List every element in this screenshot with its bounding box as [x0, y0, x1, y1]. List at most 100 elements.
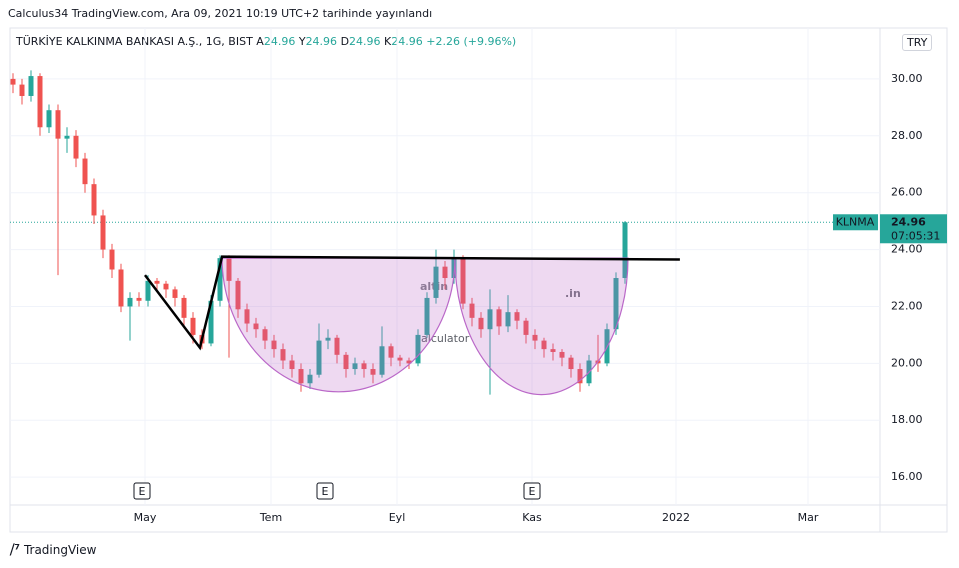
- candle-body: [505, 312, 511, 327]
- ohlc-label: Y: [298, 35, 306, 48]
- candle-body: [217, 258, 223, 301]
- candle-body: [28, 76, 34, 96]
- event-box: [133, 482, 151, 500]
- watermark: .in: [565, 287, 581, 300]
- ohlc-value: 24.96: [305, 35, 338, 48]
- candle-body: [343, 354, 349, 370]
- x-tick-label: May: [134, 511, 157, 524]
- y-tick-label: 24.00: [891, 243, 923, 256]
- candle-body: [127, 297, 133, 307]
- candle-body: [550, 349, 556, 352]
- candle-body: [334, 337, 340, 355]
- change: +2.26 (+9.96%): [426, 35, 517, 48]
- event-box: [523, 482, 541, 500]
- candle-body: [100, 215, 106, 250]
- ohlc-label: A: [256, 35, 264, 48]
- candle-body: [361, 363, 367, 370]
- candle-body: [226, 258, 232, 281]
- ticker-box: [833, 214, 878, 231]
- y-tick-label: 28.00: [891, 129, 923, 142]
- candle-body: [307, 374, 313, 384]
- candle-body: [262, 329, 268, 341]
- cup: [221, 257, 456, 393]
- candle-body: [10, 78, 16, 85]
- candle-body: [496, 309, 502, 327]
- candle-body: [415, 334, 421, 364]
- candle-body: [82, 158, 88, 185]
- candle-body: [55, 110, 61, 139]
- candle-body: [46, 110, 52, 128]
- ticker: KLNMA: [836, 215, 875, 228]
- candle-body: [388, 346, 394, 358]
- y-tick-label: 30.00: [891, 72, 923, 85]
- ohlc-label: D: [340, 35, 350, 48]
- candle-body: [433, 266, 439, 298]
- last-price: 24.96: [891, 215, 926, 228]
- footer: ⧸⁷ TradingView: [10, 543, 97, 558]
- trendline: [144, 255, 680, 351]
- event-box: [316, 482, 334, 500]
- candle-body: [613, 278, 619, 330]
- candle-body: [136, 297, 142, 301]
- x-tick-label: Tem: [259, 511, 282, 524]
- candle-body: [235, 280, 241, 310]
- candle-body: [181, 297, 187, 318]
- candle-body: [154, 280, 160, 284]
- candle-body: [244, 309, 250, 324]
- ohlc-value: 24.96: [349, 35, 381, 48]
- candle-body: [91, 184, 97, 216]
- candle-body: [190, 317, 196, 335]
- candle-body: [109, 249, 115, 270]
- cup: [454, 257, 629, 396]
- x-tick-label: 2022: [662, 511, 690, 524]
- candle-body: [271, 340, 277, 350]
- ohlc-value: 24.96: [391, 35, 423, 48]
- currency-button[interactable]: TRY: [902, 34, 933, 51]
- candle-body: [559, 351, 565, 358]
- candle-body: [622, 222, 628, 279]
- candle-body: [208, 300, 214, 344]
- candle-body: [442, 266, 448, 279]
- candle-body: [64, 135, 70, 139]
- price-box: [880, 214, 947, 244]
- candle-body: [370, 369, 376, 375]
- candle-body: [568, 357, 574, 370]
- y-tick-label: 16.00: [891, 470, 923, 483]
- event-label: E: [529, 485, 536, 498]
- x-tick-label: Kas: [522, 511, 542, 524]
- candle-body: [523, 320, 529, 335]
- candle-body: [352, 363, 358, 370]
- candle-body: [298, 369, 304, 384]
- candle-body: [163, 283, 169, 290]
- candle-body: [289, 360, 295, 370]
- candle-body: [541, 340, 547, 350]
- candle-body: [325, 337, 331, 341]
- legend: TÜRKİYE KALKINMA BANKASI A.Ş., 1G, BIST …: [16, 35, 516, 48]
- candle-body: [379, 346, 385, 375]
- candle-body: [73, 135, 79, 159]
- candle-body: [280, 349, 286, 361]
- y-tick-label: 22.00: [891, 299, 923, 312]
- candle-body: [532, 334, 538, 341]
- candle-body: [424, 297, 430, 335]
- candle-body: [172, 289, 178, 298]
- x-tick-label: Eyl: [389, 511, 406, 524]
- candle-body: [19, 84, 25, 96]
- x-tick-label: Mar: [798, 511, 819, 524]
- candle-body: [469, 303, 475, 318]
- event-label: E: [139, 485, 146, 498]
- frame: [9, 27, 948, 533]
- event-label: E: [322, 485, 329, 498]
- y-tick-label: 20.00: [891, 356, 923, 369]
- candle-body: [145, 280, 151, 301]
- y-tick-label: 18.00: [891, 413, 923, 426]
- brand: TradingView: [23, 543, 97, 557]
- candle-body: [460, 258, 466, 304]
- candle-body: [37, 76, 43, 128]
- countdown: 07:05:31: [891, 229, 940, 242]
- candle-body: [406, 360, 412, 364]
- candle-body: [118, 269, 124, 307]
- header: Calculus34 TradingView.com, Ara 09, 2021…: [8, 7, 433, 20]
- candle-body: [514, 312, 520, 321]
